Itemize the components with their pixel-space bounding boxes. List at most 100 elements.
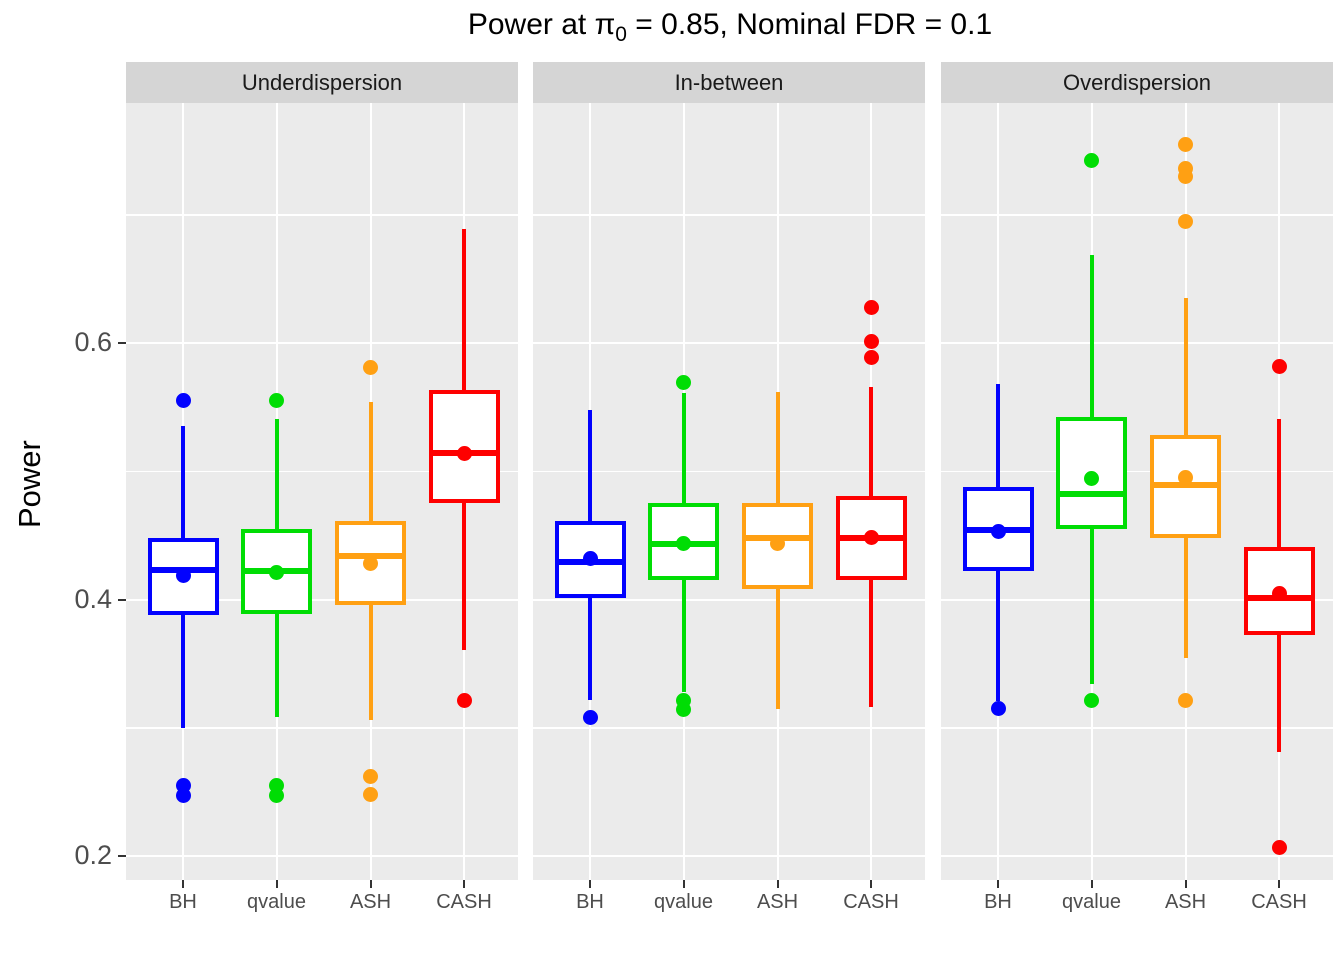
gridline-minor-horizontal	[533, 470, 925, 472]
outlier-dot-CASH	[863, 334, 879, 350]
outlier-dot-BH	[582, 709, 598, 725]
x-tick-label: ASH	[1164, 891, 1207, 913]
x-tick-mark	[182, 880, 184, 888]
gridline-minor-horizontal	[126, 470, 518, 472]
gridline-major-horizontal	[941, 598, 1333, 601]
outlier-dot-CASH	[863, 299, 879, 315]
x-tick-mark	[589, 880, 591, 888]
outlier-dot-ASH	[363, 786, 378, 802]
mean-dot-qvalue	[676, 535, 691, 551]
facet-strip-label: Overdispersion	[1063, 69, 1211, 95]
outlier-dot-qvalue	[676, 375, 691, 391]
x-tick-mark	[1090, 880, 1093, 888]
chart-title-suffix: = 0.85, Nominal FDR = 0.1	[626, 8, 993, 41]
gridline-minor-horizontal	[533, 214, 925, 216]
y-tick-mark	[118, 855, 126, 857]
x-tick-mark	[997, 880, 999, 888]
y-tick-mark	[118, 342, 126, 344]
median-line-ASH	[1150, 482, 1221, 489]
x-tick-mark	[1184, 880, 1187, 888]
mean-dot-CASH	[456, 445, 472, 461]
outlier-dot-CASH	[863, 349, 879, 365]
box-qvalue	[1056, 417, 1127, 529]
x-tick-mark	[870, 880, 872, 888]
y-tick-mark	[118, 598, 126, 601]
outlier-dot-CASH	[1271, 839, 1287, 855]
x-tick-mark	[463, 880, 465, 888]
outlier-dot-ASH	[363, 768, 378, 784]
mean-dot-ASH	[1178, 470, 1193, 486]
box-CASH	[428, 390, 500, 504]
facet-strip: In-between	[533, 62, 925, 103]
y-tick-label: 0.4	[74, 583, 112, 614]
mean-dot-BH	[175, 567, 191, 583]
x-tick-mark	[369, 880, 372, 888]
mean-dot-BH	[582, 550, 598, 566]
gridline-major-horizontal	[533, 342, 925, 344]
outlier-dot-qvalue	[1084, 153, 1099, 169]
mean-dot-BH	[990, 524, 1006, 540]
y-axis-title: Power	[12, 440, 47, 528]
gridline-minor-horizontal	[126, 727, 518, 729]
outlier-dot-qvalue	[269, 393, 284, 409]
x-tick-label: CASH	[436, 891, 492, 913]
outlier-dot-ASH	[1178, 168, 1193, 184]
outlier-dot-BH	[990, 701, 1006, 716]
y-tick-label: 0.6	[74, 327, 112, 357]
x-tick-label: CASH	[1251, 891, 1307, 913]
outlier-dot-BH	[175, 393, 191, 409]
outlier-dot-qvalue	[1084, 693, 1099, 709]
facet-strip-label: Underdispersion	[241, 69, 403, 95]
mean-dot-CASH	[1271, 585, 1287, 601]
gridline-major-horizontal	[126, 342, 518, 344]
facet-panel	[126, 103, 518, 880]
x-tick-mark	[275, 880, 278, 888]
x-tick-label: BH	[984, 891, 1012, 913]
box-ASH	[742, 503, 813, 590]
facet-panel	[941, 103, 1333, 880]
outlier-dot-CASH	[1271, 358, 1287, 374]
median-line-qvalue	[1056, 491, 1127, 498]
gridline-major-horizontal	[126, 855, 518, 857]
x-tick-label: qvalue	[1062, 891, 1121, 913]
x-tick-label: CASH	[843, 891, 899, 913]
gridline-minor-horizontal	[941, 727, 1333, 729]
x-tick-label: BH	[576, 891, 604, 913]
x-tick-label: qvalue	[654, 891, 713, 913]
x-tick-label: ASH	[349, 891, 392, 913]
mean-dot-qvalue	[1084, 471, 1099, 487]
gridline-major-horizontal	[941, 855, 1333, 857]
outlier-dot-ASH	[1178, 136, 1193, 152]
facet-strip-label: In-between	[674, 69, 784, 95]
y-tick-label: 0.2	[74, 840, 112, 870]
mean-dot-CASH	[863, 530, 879, 546]
chart-title-prefix: Power at π	[467, 8, 616, 41]
gridline-major-horizontal	[533, 855, 925, 857]
x-tick-mark	[776, 880, 779, 888]
mean-dot-qvalue	[269, 565, 284, 581]
gridline-minor-horizontal	[126, 214, 518, 216]
x-tick-label: BH	[169, 891, 197, 913]
x-tick-label: qvalue	[247, 891, 306, 913]
x-tick-label: ASH	[756, 891, 799, 913]
facet-strip: Overdispersion	[941, 62, 1333, 103]
facet-strip: Underdispersion	[126, 62, 518, 103]
mean-dot-ASH	[363, 556, 378, 572]
outlier-dot-BH	[175, 788, 191, 804]
gridline-minor-horizontal	[941, 470, 1333, 472]
gridline-major-horizontal	[126, 598, 518, 601]
outlier-dot-ASH	[363, 359, 378, 375]
mean-dot-ASH	[770, 535, 785, 551]
chart-title: Power at π0 = 0.85, Nominal FDR = 0.1	[126, 8, 1334, 47]
gridline-minor-horizontal	[533, 727, 925, 729]
outlier-dot-ASH	[1178, 213, 1193, 229]
outlier-dot-ASH	[1178, 693, 1193, 709]
median-line-ASH	[335, 552, 406, 559]
gridline-minor-horizontal	[941, 214, 1333, 216]
outlier-dot-qvalue	[269, 788, 284, 804]
x-tick-mark	[1278, 880, 1280, 888]
outlier-dot-qvalue	[676, 702, 691, 718]
gridline-major-horizontal	[533, 598, 925, 601]
x-tick-mark	[682, 880, 685, 888]
